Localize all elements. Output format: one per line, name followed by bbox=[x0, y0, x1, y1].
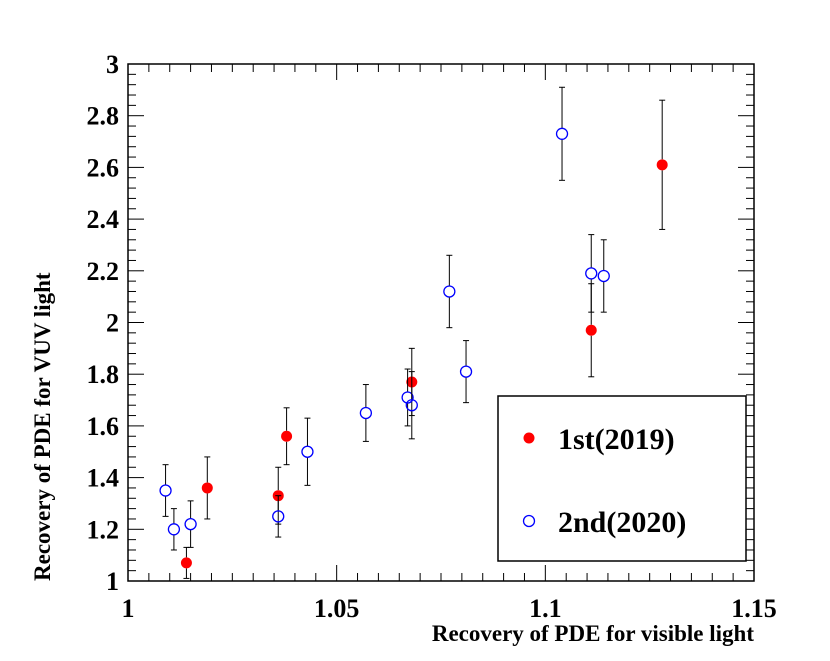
series-2nd-point bbox=[597, 269, 610, 283]
series-1st-point bbox=[281, 430, 293, 442]
x-tick-label: 1.15 bbox=[731, 594, 777, 623]
series-2nd-point bbox=[555, 127, 569, 140]
axis-ticks bbox=[127, 63, 755, 582]
y-tick-label: 3 bbox=[106, 50, 119, 79]
series-2nd-point bbox=[159, 484, 172, 497]
legend-label-2nd: 2nd(2020) bbox=[558, 506, 686, 539]
y-axis-title: Recovery of PDE for VUV light bbox=[30, 272, 55, 581]
y-tick-label: 1 bbox=[106, 567, 119, 596]
y-tick-label: 1.4 bbox=[87, 464, 120, 493]
y-tick-label: 1.6 bbox=[87, 412, 120, 441]
series-2nd-point bbox=[459, 365, 473, 378]
series-2nd-point bbox=[167, 523, 181, 536]
y-tick-label: 1.8 bbox=[87, 360, 120, 389]
series-1st-point bbox=[656, 159, 668, 171]
x-tick-label: 1.05 bbox=[314, 594, 360, 623]
y-tick-label: 2 bbox=[106, 309, 119, 338]
series-2nd-point bbox=[359, 406, 373, 420]
y-tick-label: 1.2 bbox=[87, 515, 120, 544]
legend: 1st(2019) 2nd(2020) bbox=[497, 395, 747, 562]
series-1st-point bbox=[180, 557, 192, 569]
series-1st-point bbox=[585, 324, 597, 336]
series-2nd-point bbox=[184, 517, 197, 531]
x-tick-label: 1.1 bbox=[529, 594, 562, 623]
series-2nd-point bbox=[585, 267, 598, 280]
series-2nd-point bbox=[272, 510, 285, 523]
y-tick-label: 2.8 bbox=[87, 102, 120, 131]
y-tick-label: 2.4 bbox=[87, 205, 120, 234]
legend-box bbox=[497, 395, 747, 562]
series-2nd-point bbox=[443, 285, 456, 298]
legend-marker-2nd bbox=[522, 514, 536, 528]
legend-marker-1st bbox=[523, 432, 535, 444]
x-axis-title: Recovery of PDE for visible light bbox=[432, 621, 754, 646]
data-points bbox=[159, 86, 668, 579]
y-tick-label: 2.6 bbox=[87, 153, 120, 182]
series-2nd-point bbox=[405, 399, 418, 412]
series-2nd-point bbox=[401, 391, 414, 404]
y-tick-label: 2.2 bbox=[87, 257, 120, 286]
series-1st-point bbox=[201, 482, 213, 494]
x-tick-label: 1 bbox=[122, 594, 135, 623]
axis-tick-labels: 1 1.05 1.1 1.15 1 1.2 1.4 1.6 1.8 2 2.2 2.4 2.6 2.8 3 bbox=[87, 50, 777, 623]
series-2nd-point bbox=[301, 445, 314, 458]
legend-label-1st: 1st(2019) bbox=[558, 423, 675, 456]
